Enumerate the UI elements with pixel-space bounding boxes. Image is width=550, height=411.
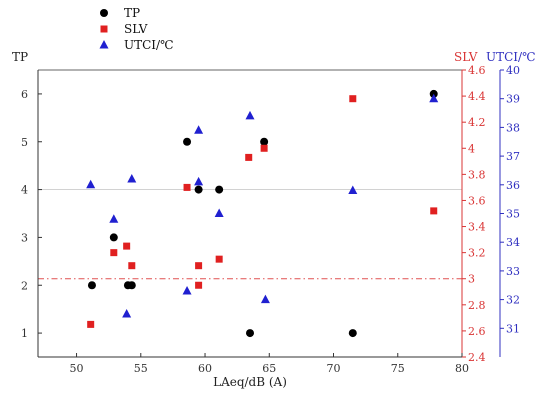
utci-tick-label: 32 [506,294,520,307]
slv-point [195,281,203,289]
slv-point [128,262,136,270]
x-tick-label: 50 [70,362,84,375]
utci-point [182,285,192,295]
tp-point [194,185,203,194]
utci-axis-label: UTCI/℃ [486,50,536,64]
utci-tick-label: 38 [506,121,520,134]
x-tick-label: 60 [198,362,212,375]
legend-marker-slv [100,25,108,33]
slv-tick-label: 2.8 [468,299,486,312]
legend: TP SLV UTCI/℃ [99,6,174,52]
x-tick-label: 55 [134,362,148,375]
slv-point [349,95,357,103]
utci-tick-label: 37 [506,150,520,163]
legend-marker-utci [99,40,109,49]
slv-point [245,153,253,161]
x-tick-label: 70 [327,362,341,375]
tp-point [246,329,254,338]
tp-tick-label: 1 [21,327,28,340]
slv-point [215,255,223,263]
utci-point [122,308,132,318]
utci-point [86,179,96,189]
slv-tick-label: 4 [468,142,475,155]
tp-tick-label: 6 [21,88,28,101]
legend-label-utci: UTCI/℃ [124,38,174,52]
slv-point [430,207,438,215]
tp-tick-label: 3 [21,231,28,244]
tp-tick-label: 5 [21,136,28,149]
x-tick-label: 75 [391,362,405,375]
slv-point [87,320,95,328]
utci-tick-label: 33 [506,265,520,278]
tp-point [260,137,269,146]
tp-point [183,137,192,146]
x-tick-label: 65 [262,362,276,375]
utci-point [429,93,439,103]
x-axis-label: LAeq/dB (A) [213,375,287,389]
utci-tick-label: 34 [506,236,520,249]
slv-point [123,242,131,250]
tp-tick-label: 2 [21,279,28,292]
tp-point [127,281,136,290]
slv-tick-label: 4.6 [468,64,486,77]
utci-point [245,110,255,120]
utci-point [127,174,137,183]
utci-point [348,185,358,195]
utci-tick-label: 35 [506,208,520,221]
slv-tick-label: 4.4 [468,90,486,103]
slv-point [110,249,118,257]
slv-point [260,144,268,152]
legend-label-slv: SLV [124,22,148,36]
slv-tick-label: 2.4 [468,351,486,364]
utci-tick-label: 39 [506,93,520,106]
tp-point [87,281,96,290]
utci-point [260,294,270,304]
tp-tick-label: 4 [21,184,28,197]
legend-label-tp: TP [124,6,140,20]
slv-tick-label: 3.2 [468,247,486,260]
series-utci [86,93,439,318]
utci-tick-label: 40 [506,64,520,77]
slv-tick-label: 3.8 [468,168,486,181]
slv-tick-label: 3.6 [468,194,486,207]
utci-point [214,208,224,217]
utci-point [194,125,204,134]
utci-tick-label: 31 [506,322,520,335]
tp-axis-label: TP [12,50,28,64]
x-tick-label: 80 [455,362,469,375]
utci-point [109,214,119,223]
slv-tick-label: 3 [468,273,475,286]
tp-point [215,185,224,194]
slv-point [195,262,203,270]
series-slv [87,95,438,328]
slv-point [183,183,191,191]
legend-marker-tp [100,9,108,17]
tp-point [348,329,357,338]
tp-point [109,233,118,242]
utci-point [194,176,204,186]
slv-tick-label: 3.4 [468,221,486,234]
utci-tick-label: 36 [506,179,520,192]
slv-axis-label: SLV [454,50,478,64]
slv-tick-label: 4.2 [468,116,486,129]
slv-tick-label: 2.6 [468,325,486,338]
series-tp [87,89,438,338]
